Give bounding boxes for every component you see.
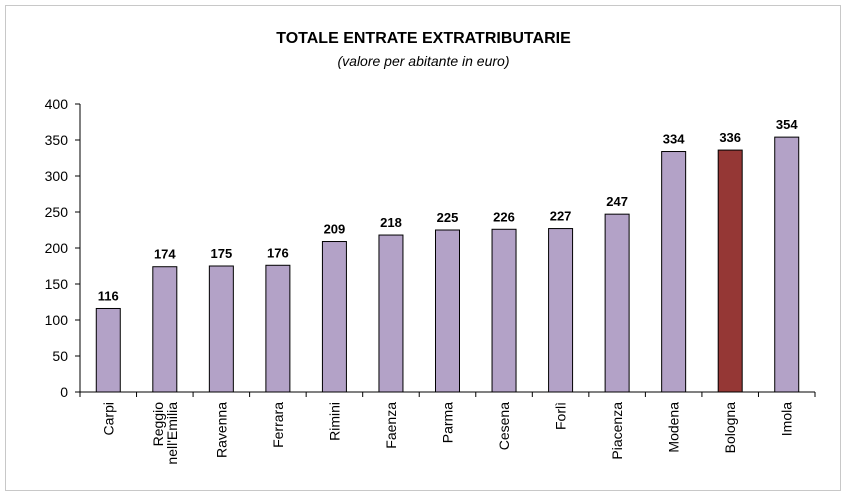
bar-value-label: 247 — [606, 194, 628, 209]
bar-value-label: 334 — [663, 132, 685, 147]
bar-value-label: 176 — [267, 245, 289, 260]
bar-value-label: 227 — [550, 209, 572, 224]
bar — [774, 136, 800, 393]
bar-value-label: 336 — [719, 130, 741, 145]
bar — [208, 265, 234, 393]
bar — [95, 307, 121, 393]
bar-value-label: 226 — [493, 209, 515, 224]
bar — [491, 228, 517, 393]
y-tick-label: 150 — [45, 276, 69, 292]
y-tick-label: 400 — [45, 96, 69, 112]
x-tick-label: Reggionell'Emilia — [150, 402, 180, 465]
y-tick-label: 250 — [45, 204, 69, 220]
bar — [548, 228, 574, 393]
x-tick-label: Rimini — [326, 402, 342, 441]
bar — [265, 264, 291, 393]
bar-value-label: 354 — [776, 117, 798, 132]
bar — [152, 266, 178, 393]
x-tick-label: Cesena — [496, 402, 512, 450]
bar-value-label: 218 — [380, 215, 402, 230]
y-tick-label: 0 — [60, 384, 68, 400]
bar-value-label: 174 — [154, 247, 176, 262]
y-tick-label: 100 — [45, 312, 69, 328]
bar-value-label: 175 — [210, 246, 232, 261]
x-tick-label: Parma — [440, 402, 456, 443]
y-tick-label: 300 — [45, 168, 69, 184]
bar — [661, 151, 687, 393]
chart-frame — [5, 5, 841, 491]
bar-value-label: 116 — [98, 288, 119, 303]
y-tick-label: 50 — [52, 348, 68, 364]
y-tick-label: 200 — [45, 240, 69, 256]
x-tick-label: Carpi — [100, 402, 116, 435]
y-tick-label: 350 — [45, 132, 69, 148]
x-tick-label: Forlì — [553, 402, 569, 430]
x-tick-label: Faenza — [383, 402, 399, 449]
bar — [435, 229, 460, 393]
x-tick-label: Imola — [779, 402, 795, 436]
bar — [378, 234, 404, 393]
bar-value-label: 209 — [324, 222, 346, 237]
x-tick-label: Ravenna — [213, 402, 229, 458]
chart-title: TOTALE ENTRATE EXTRATRIBUTARIE — [276, 30, 571, 47]
x-tick-label: Bologna — [722, 402, 738, 454]
bar — [717, 149, 743, 393]
bar — [604, 213, 630, 393]
x-tick-label: Modena — [666, 402, 682, 453]
x-tick-label: Piacenza — [609, 402, 625, 460]
bar — [321, 241, 347, 393]
x-tick-label: Ferrara — [270, 402, 286, 448]
bar-value-label: 225 — [437, 210, 459, 225]
chart-subtitle: (valore per abitante in euro) — [337, 53, 510, 69]
